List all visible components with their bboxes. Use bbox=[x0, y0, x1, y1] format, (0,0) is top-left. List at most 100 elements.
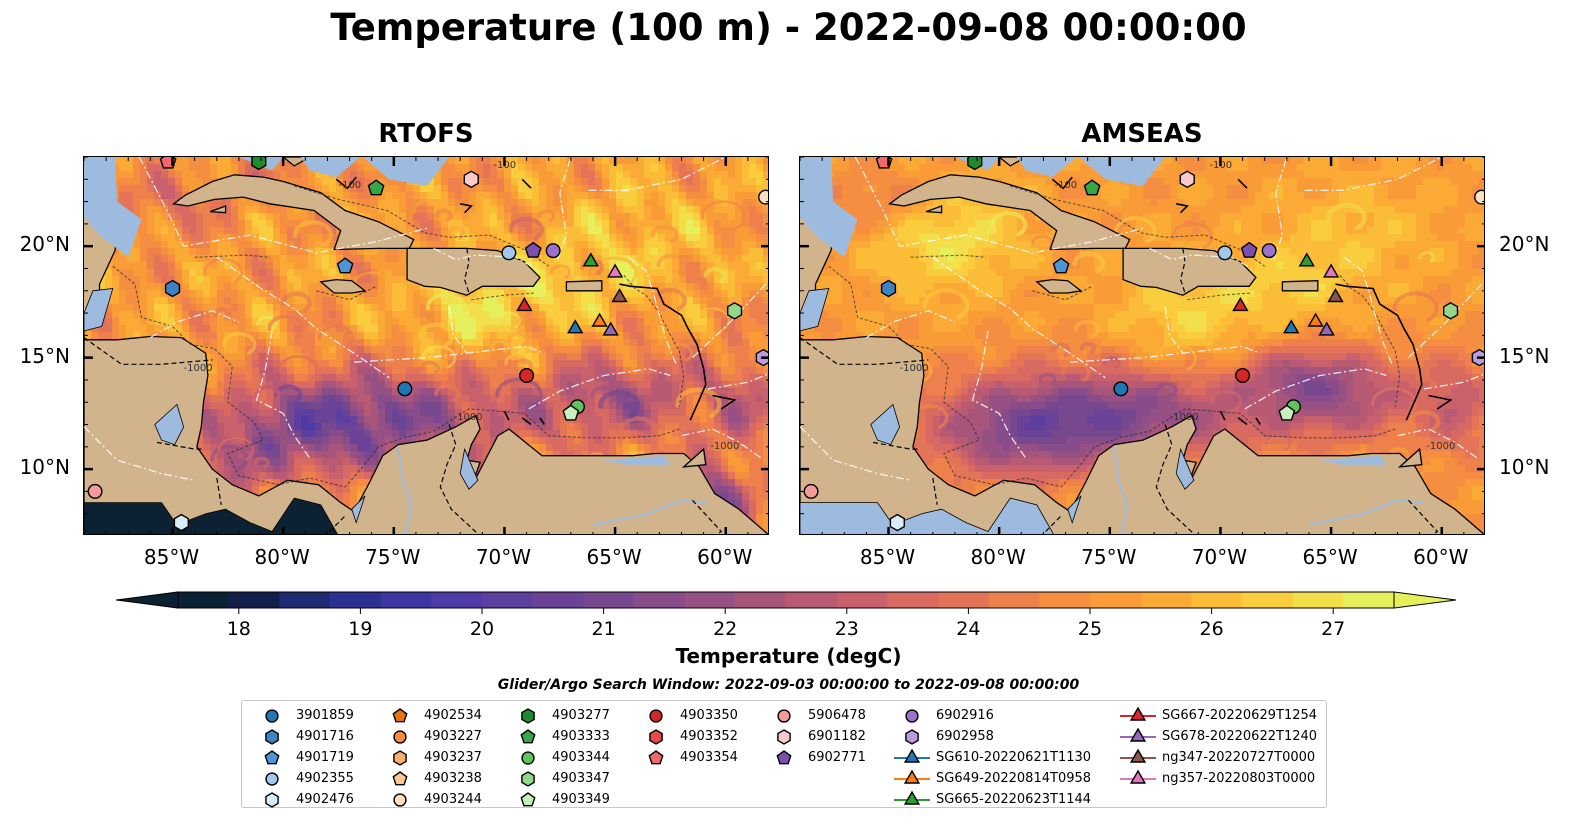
legend-marker-sg665-20220623t1144 bbox=[903, 790, 921, 805]
contour-label: -100 bbox=[1054, 180, 1077, 191]
legend-marker-sg610-20220621t1130 bbox=[903, 748, 921, 763]
colorbar-segment bbox=[228, 592, 280, 608]
contour-label: -1000 bbox=[184, 363, 213, 374]
obs-marker-5906478 bbox=[87, 483, 103, 499]
obs-marker-6902771 bbox=[1240, 241, 1258, 258]
colorbar-segment bbox=[938, 592, 990, 608]
legend-marker-4903352 bbox=[649, 729, 663, 745]
legend-marker-4903349 bbox=[520, 792, 536, 807]
legend-label: SG665-20220623T1144 bbox=[936, 792, 1092, 807]
obs-marker-sg667-20220629t1254 bbox=[1232, 297, 1249, 312]
colorbar-segment bbox=[1343, 592, 1395, 608]
legend-marker-ng357-20220803t0000 bbox=[1129, 769, 1147, 784]
legend-label: 4903352 bbox=[680, 729, 738, 744]
legend-label: SG610-20220621T1130 bbox=[936, 750, 1092, 765]
obs-marker-6901182 bbox=[1179, 170, 1195, 189]
rivers bbox=[397, 446, 709, 534]
legend-label: 6901182 bbox=[808, 729, 866, 744]
legend-label: SG678-20220622T1240 bbox=[1162, 729, 1318, 744]
legend-label: 4902476 bbox=[296, 792, 354, 807]
map-canvas: -1000-1000-1000-100-100 bbox=[84, 157, 768, 534]
legend-marker-5906478 bbox=[777, 709, 791, 723]
colorbar-tick-label: 19 bbox=[348, 618, 373, 640]
legend-label: 4903347 bbox=[552, 771, 610, 786]
legend-label: SG667-20220629T1254 bbox=[1162, 708, 1318, 723]
obs-marker-ng347-20220727t0000 bbox=[1327, 288, 1344, 303]
lon-tick-label: 65°W bbox=[1302, 545, 1358, 569]
legend-marker-4903344 bbox=[521, 751, 535, 765]
colorbar-tick-label: 20 bbox=[469, 618, 495, 640]
colorbar-tick-label: 23 bbox=[834, 618, 859, 640]
legend-marker-4902476 bbox=[265, 792, 279, 808]
map-rtofs[interactable]: -1000-1000-1000-100-100 bbox=[83, 156, 769, 535]
colorbar-segment bbox=[178, 592, 230, 608]
legend-marker-4903238 bbox=[392, 771, 408, 786]
colorbar-segment bbox=[1039, 592, 1091, 608]
obs-marker-6901182 bbox=[463, 170, 479, 189]
colorbar-segment bbox=[1292, 592, 1344, 608]
obs-marker-sg649-20220814t0958 bbox=[1307, 312, 1324, 327]
legend-label: 4903238 bbox=[424, 771, 482, 786]
colorbar-segment bbox=[887, 592, 939, 608]
legend-marker-sg678-20220622t1240 bbox=[1129, 727, 1147, 742]
obs-marker-4903350 bbox=[1235, 367, 1251, 383]
lon-tick-label: 65°W bbox=[586, 545, 642, 569]
colorbar-segment bbox=[1140, 592, 1192, 608]
legend-label: 4902534 bbox=[424, 708, 482, 723]
legend-marker-6902916 bbox=[905, 709, 919, 723]
obs-marker-sg649-20220814t0958 bbox=[591, 312, 608, 327]
colorbar-segment bbox=[1090, 592, 1142, 608]
legend-label: 4903344 bbox=[552, 750, 610, 765]
colorbar-segment bbox=[431, 592, 483, 608]
panel-title-amseas: AMSEAS bbox=[1081, 119, 1203, 149]
lat-tick-label-right: 20°N bbox=[1499, 232, 1550, 257]
contour-label: -100 bbox=[338, 180, 361, 191]
obs-marker-4903277 bbox=[967, 157, 983, 171]
obs-marker-4903244 bbox=[1474, 189, 1484, 205]
colorbar-segment bbox=[380, 592, 432, 608]
lon-tick-label: 70°W bbox=[475, 545, 532, 569]
colorbar-tick-label: 26 bbox=[1199, 618, 1224, 640]
map-canvas: -1000-1000-1000-100-100 bbox=[800, 157, 1484, 534]
legend-label: 4903227 bbox=[424, 729, 482, 744]
colorbar-segment bbox=[634, 592, 686, 608]
legend-marker-6901182 bbox=[777, 729, 791, 745]
obs-marker-sg678-20220622t1240 bbox=[602, 321, 619, 336]
obs-marker-4903333 bbox=[1083, 179, 1101, 196]
legend-marker-4903354 bbox=[648, 750, 664, 765]
obs-marker-4902476 bbox=[889, 513, 906, 532]
eez-boundaries bbox=[84, 157, 768, 481]
colorbar-tick-label: 27 bbox=[1321, 618, 1346, 640]
obs-marker-3901859 bbox=[1113, 381, 1129, 397]
legend-marker-sg667-20220629t1254 bbox=[1129, 706, 1147, 721]
legend-label: 4901716 bbox=[296, 729, 354, 744]
obs-marker-4901719 bbox=[336, 257, 354, 274]
legend-label: 4903350 bbox=[680, 708, 738, 723]
map-amseas[interactable]: -1000-1000-1000-100-100 bbox=[799, 156, 1485, 535]
contour-label: -1000 bbox=[710, 441, 739, 452]
obs-marker-6902771 bbox=[524, 241, 542, 258]
figure-title: Temperature (100 m) - 2022-09-08 00:00:0… bbox=[330, 6, 1247, 49]
colorbar-tick-label: 25 bbox=[1077, 618, 1103, 640]
legend-marker-sg649-20220814t0958 bbox=[903, 769, 921, 784]
observation-markers bbox=[87, 157, 768, 532]
legend-marker-4903333 bbox=[520, 729, 536, 744]
lon-tick-label: 60°W bbox=[1413, 545, 1469, 569]
obs-marker-4903244 bbox=[758, 189, 768, 205]
legend-marker-4902534 bbox=[392, 708, 408, 723]
colorbar-segment bbox=[482, 592, 534, 608]
obs-marker-4903277 bbox=[251, 157, 267, 171]
legend-marker-4901719 bbox=[264, 750, 280, 765]
obs-marker-4903333 bbox=[367, 179, 385, 196]
colorbar-tick-label: 22 bbox=[713, 618, 738, 640]
colorbar-segment bbox=[735, 592, 787, 608]
obs-marker-4903350 bbox=[519, 367, 535, 383]
legend-marker-6902958 bbox=[905, 729, 919, 745]
colorbar-segment bbox=[279, 592, 331, 608]
lon-tick-label: 85°W bbox=[143, 545, 200, 569]
obs-marker-sg665-20220623t1144 bbox=[1298, 252, 1315, 267]
legend-marker-6902771 bbox=[776, 750, 792, 765]
obs-marker-ng357-20220803t0000 bbox=[1322, 263, 1340, 278]
colorbar-segment bbox=[330, 592, 382, 608]
colorbar-segment bbox=[786, 592, 838, 608]
